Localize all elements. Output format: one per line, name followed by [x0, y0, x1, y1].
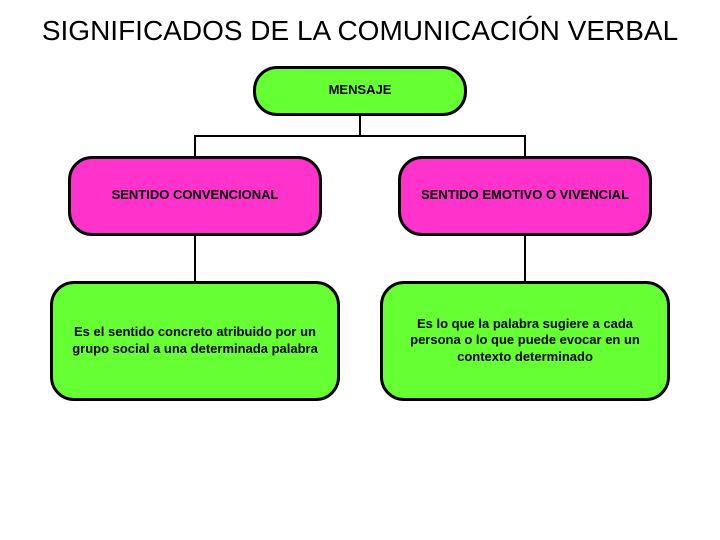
page-title: SIGNIFICADOS DE LA COMUNICACIÓN VERBAL [0, 0, 720, 48]
connector-layer [0, 56, 720, 486]
node-label: MENSAJE [329, 82, 392, 98]
node-label: Es lo que la palabra sugiere a cada pers… [393, 316, 657, 365]
node-mensaje: MENSAJE [253, 66, 467, 116]
diagram-canvas: MENSAJE SENTIDO CONVENCIONAL SENTIDO EMO… [0, 56, 720, 486]
node-label: SENTIDO EMOTIVO O VIVENCIAL [421, 187, 629, 203]
node-sentido-emotivo: SENTIDO EMOTIVO O VIVENCIAL [398, 156, 652, 236]
node-sentido-convencional: SENTIDO CONVENCIONAL [68, 156, 322, 236]
node-definicion-emotivo: Es lo que la palabra sugiere a cada pers… [380, 281, 670, 401]
node-label: Es el sentido concreto atribuido por un … [63, 324, 327, 357]
node-definicion-convencional: Es el sentido concreto atribuido por un … [50, 281, 340, 401]
node-label: SENTIDO CONVENCIONAL [112, 187, 279, 203]
